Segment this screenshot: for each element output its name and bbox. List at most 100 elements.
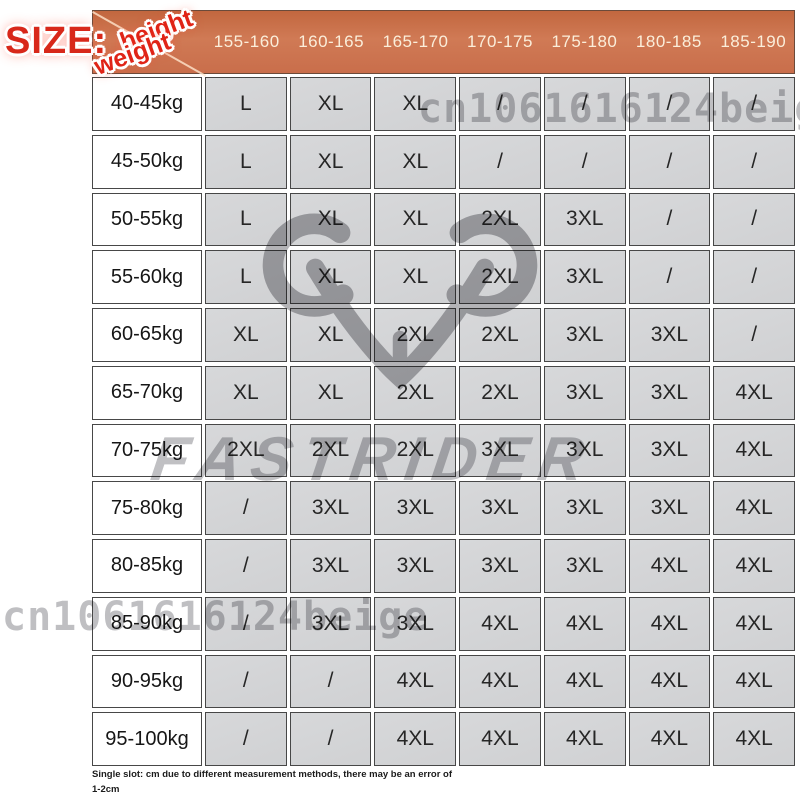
weight-row-header: 65-70kg <box>92 365 202 420</box>
weight-row-header: 80-85kg <box>92 539 202 593</box>
footnote-line2: 1-2cm <box>92 783 120 795</box>
weight-row-header: 75-80kg <box>92 481 202 535</box>
size-cell: / <box>713 192 795 247</box>
size-cell: 2XL <box>459 365 541 420</box>
size-cell: XL <box>374 192 457 247</box>
size-cell: 4XL <box>374 654 457 709</box>
height-column-header: 180-185 <box>635 32 702 51</box>
size-cell: / <box>543 134 626 189</box>
weight-row-header: 90-95kg <box>92 654 202 709</box>
table-body: 40-45kg L XL XL / / //45-50kg L XL XL / / //50-55kg L… <box>92 74 795 766</box>
size-cell: XL <box>289 192 372 247</box>
size-cell: / <box>205 654 287 709</box>
size-cell: / <box>713 308 795 362</box>
size-cell: / <box>205 596 287 651</box>
height-column-header: 160-165 <box>298 32 365 51</box>
size-cell: 3XL <box>374 596 457 651</box>
size-cell: 4XL <box>628 712 711 766</box>
weight-row-header: 60-65kg <box>92 308 202 362</box>
size-cell: XL <box>289 250 372 304</box>
size-cell: XL <box>205 308 287 362</box>
size-cell: / <box>713 77 795 131</box>
size-cell: 4XL <box>459 654 541 709</box>
size-cell: 3XL <box>289 596 372 651</box>
size-cell: 4XL <box>713 654 795 709</box>
size-cell: XL <box>374 250 457 304</box>
size-cell: 4XL <box>713 539 795 593</box>
size-cell: L <box>205 192 287 247</box>
height-column-header: 165-170 <box>382 32 449 51</box>
size-cell: 3XL <box>628 423 711 478</box>
height-column-header: 185-190 <box>720 32 787 51</box>
size-cell: 4XL <box>543 712 626 766</box>
size-cell: / <box>628 134 711 189</box>
size-cell: / <box>459 77 541 131</box>
size-cell: 3XL <box>628 365 711 420</box>
size-cell: 4XL <box>628 596 711 651</box>
size-cell: / <box>628 77 711 131</box>
size-cell: / <box>628 250 711 304</box>
weight-row-header: 85-90kg <box>92 596 202 651</box>
size-cell: / <box>205 712 287 766</box>
size-cell: 3XL <box>543 365 626 420</box>
size-cell: / <box>289 654 372 709</box>
size-cell: / <box>289 712 372 766</box>
size-cell: 2XL <box>459 308 541 362</box>
size-cell: L <box>205 134 287 189</box>
size-cell: 3XL <box>459 481 541 535</box>
size-cell: 3XL <box>543 192 626 247</box>
size-cell: 2XL <box>205 423 287 478</box>
weight-row-header: 45-50kg <box>92 134 202 189</box>
height-column-header: 155-160 <box>213 32 280 51</box>
table-header: height weight 155-160 160-165 165-170 170-1… <box>90 4 795 81</box>
size-cell: XL <box>289 308 372 362</box>
size-cell: XL <box>374 77 457 131</box>
size-cell: 3XL <box>543 423 626 478</box>
size-cell: / <box>205 481 287 535</box>
size-cell: 4XL <box>628 539 711 593</box>
size-cell: / <box>205 539 287 593</box>
size-cell: 2XL <box>374 423 457 478</box>
size-label: SIZE: <box>5 20 108 62</box>
weight-row-header: 95-100kg <box>92 712 202 766</box>
height-column-header: 170-175 <box>467 32 533 51</box>
size-cell: 3XL <box>628 481 711 535</box>
header-corner-cell: height weight <box>90 4 207 81</box>
size-cell: 3XL <box>543 481 626 535</box>
size-cell: 2XL <box>374 308 457 362</box>
size-cell: 3XL <box>289 539 372 593</box>
size-cell: 4XL <box>713 365 795 420</box>
size-cell: / <box>713 134 795 189</box>
size-cell: 4XL <box>628 654 711 709</box>
size-cell: 2XL <box>459 250 541 304</box>
size-cell: / <box>543 77 626 131</box>
size-cell: XL <box>289 365 372 420</box>
size-cell: 3XL <box>459 423 541 478</box>
size-cell: 4XL <box>459 596 541 651</box>
height-column-header: 175-180 <box>551 32 618 51</box>
size-cell: 4XL <box>713 423 795 478</box>
size-cell: 4XL <box>713 596 795 651</box>
size-cell: L <box>205 77 287 131</box>
footnote-line1: Single slot: cm due to different measure… <box>92 769 453 780</box>
size-cell: 2XL <box>289 423 372 478</box>
size-cell: XL <box>205 365 287 420</box>
size-cell: 3XL <box>543 539 626 593</box>
size-cell: 3XL <box>543 308 626 362</box>
size-cell: 4XL <box>374 712 457 766</box>
size-cell: 4XL <box>543 654 626 709</box>
size-cell: / <box>628 192 711 247</box>
size-cell: 2XL <box>374 365 457 420</box>
size-cell: 3XL <box>628 308 711 362</box>
size-cell: L <box>205 250 287 304</box>
size-cell: 3XL <box>374 539 457 593</box>
size-cell: 3XL <box>459 539 541 593</box>
size-cell: 4XL <box>713 712 795 766</box>
size-cell: 3XL <box>374 481 457 535</box>
footnote: Single slot: cm due to different measure… <box>92 768 512 797</box>
size-cell: 4XL <box>713 481 795 535</box>
weight-row-header: 70-75kg <box>92 423 202 478</box>
size-cell: 3XL <box>289 481 372 535</box>
size-cell: / <box>459 134 541 189</box>
